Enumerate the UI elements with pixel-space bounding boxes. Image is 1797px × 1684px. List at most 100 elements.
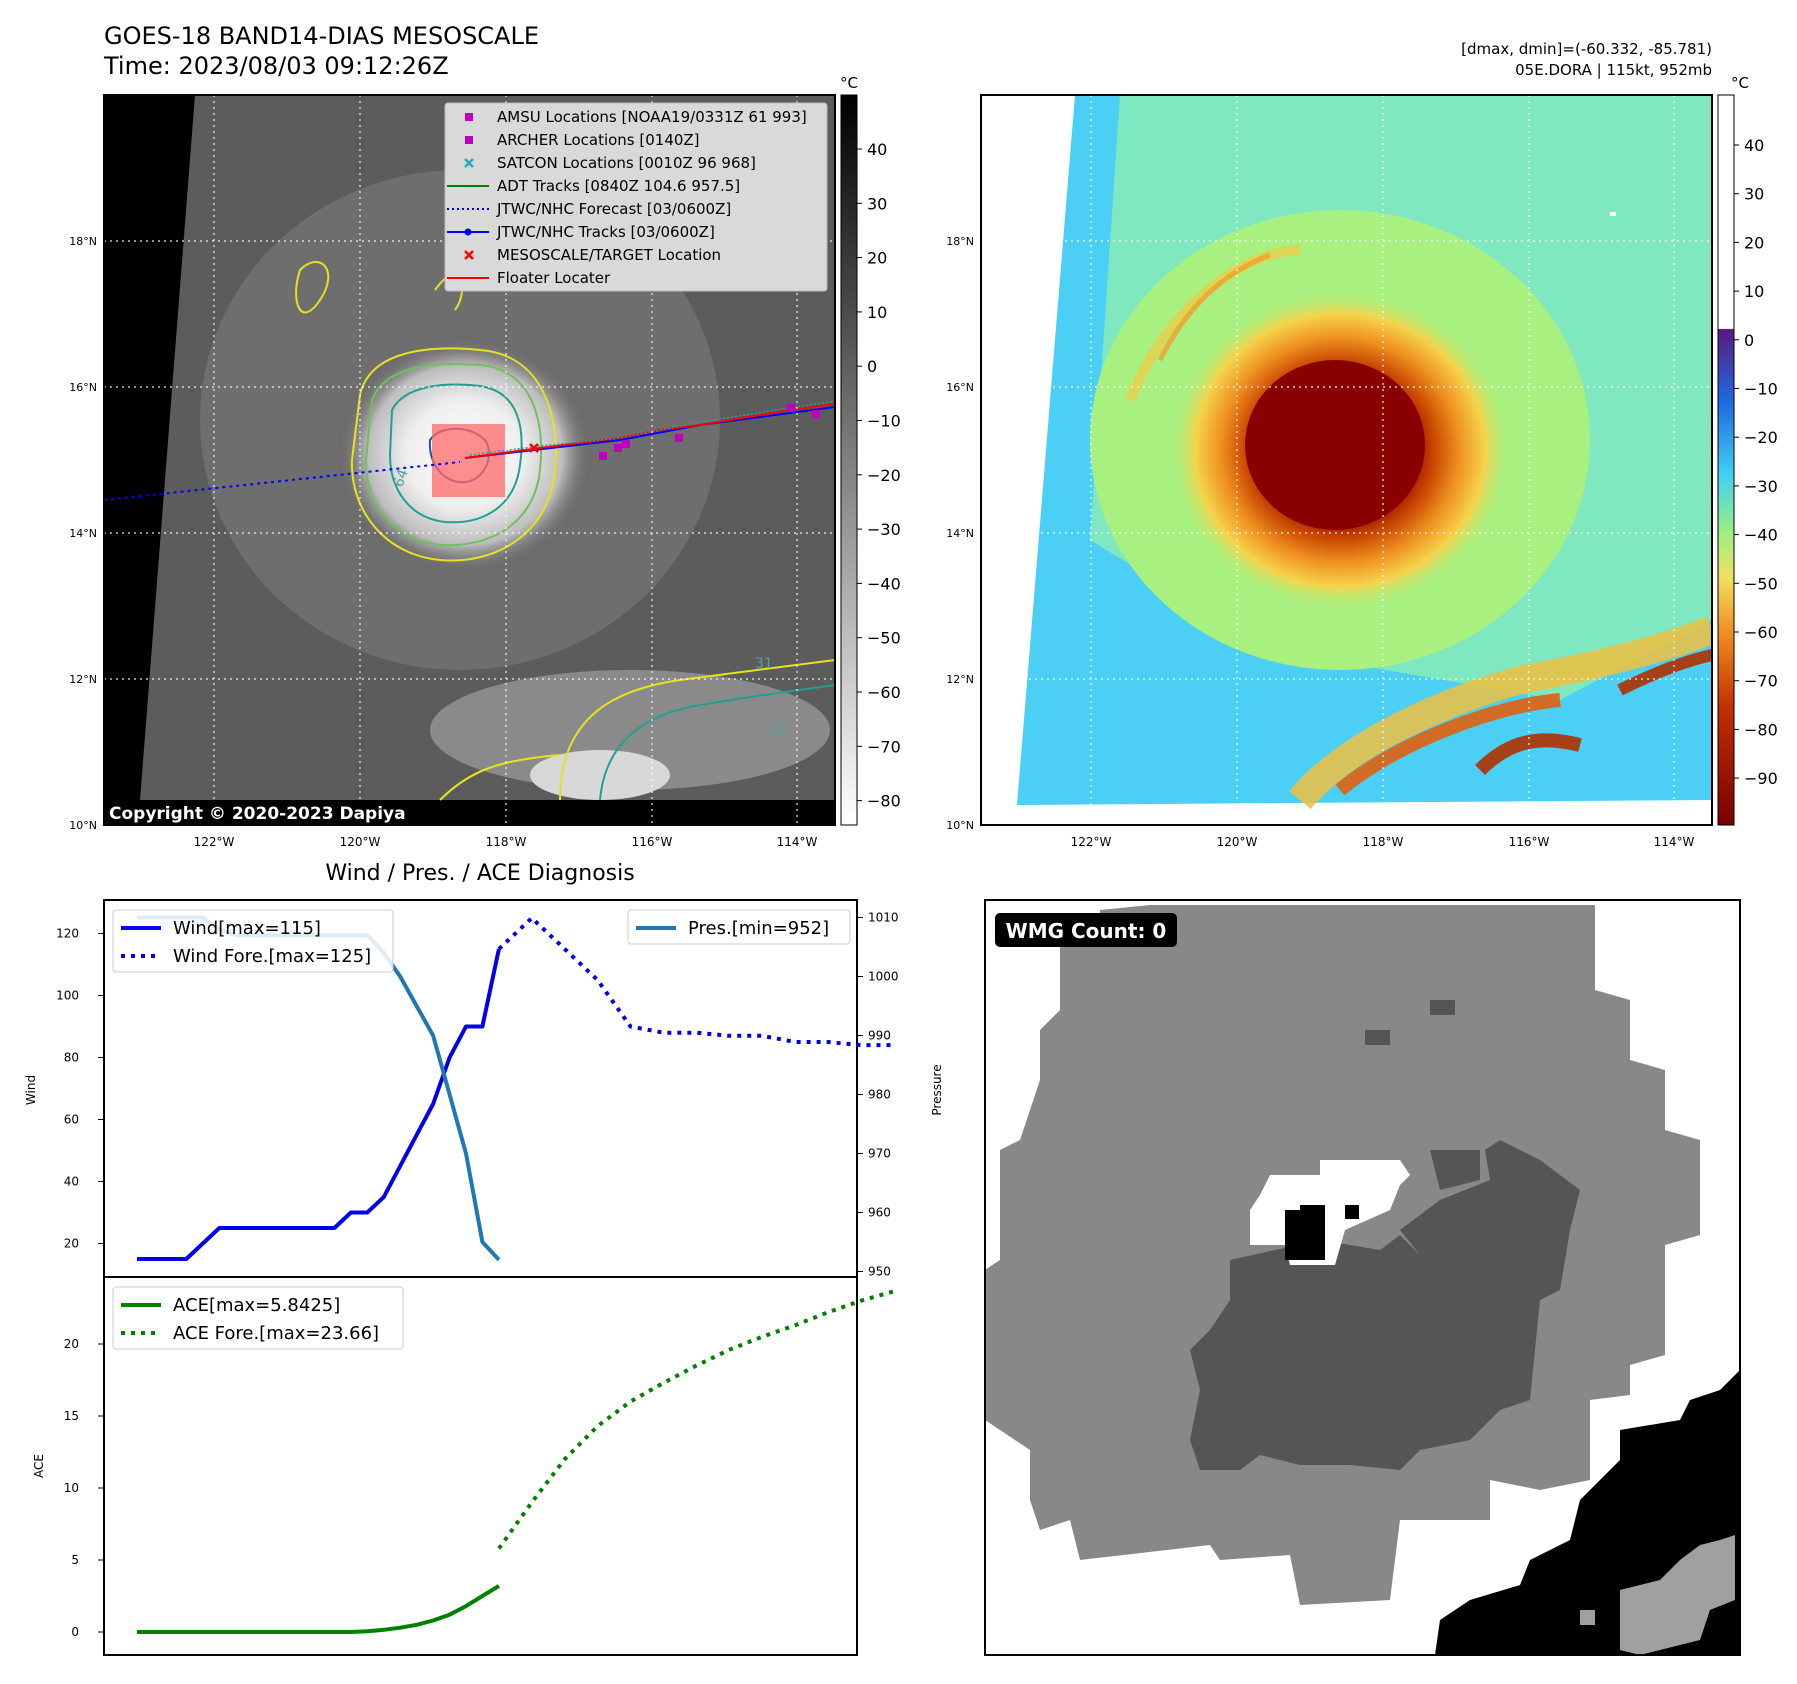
colorbar-tick-label: −60 xyxy=(867,683,901,702)
amsu-markers xyxy=(599,404,820,460)
wind-tick-label: 100 xyxy=(56,989,79,1003)
legend-label: SATCON Locations [0010Z 96 968] xyxy=(497,154,756,172)
diag-legend-label: Pres.[min=952] xyxy=(688,918,829,939)
colorbar-tick-label: 20 xyxy=(1744,233,1764,252)
map1-lat-tick: 14°N xyxy=(69,527,97,540)
colorbar-tick-label: −60 xyxy=(1744,623,1778,642)
map1-lat-tick: 10°N xyxy=(69,819,97,832)
diag-legend-box xyxy=(112,909,394,973)
diag-legend-label: Wind[max=115] xyxy=(173,918,321,939)
colorbar-tick-label: −70 xyxy=(867,737,901,756)
wmg-count-label: WMG Count: 0 xyxy=(1006,919,1167,943)
wind-tick-label: 40 xyxy=(64,1175,79,1189)
colorbar-unit: °C xyxy=(1731,74,1749,92)
map1-lon-tick: 116°W xyxy=(632,835,673,849)
pressure-tick-label: 970 xyxy=(868,1147,891,1161)
map2-axes: 122°W 120°W 118°W 116°W 114°W 18°N 16°N … xyxy=(946,235,1694,849)
map2-lon-tick: 118°W xyxy=(1363,835,1404,849)
map2-lat-tick: 10°N xyxy=(946,819,974,832)
colorbar-tick-label: 40 xyxy=(1744,136,1764,155)
map-legend: AMSU Locations [NOAA19/0331Z 61 993] ARCH… xyxy=(444,102,828,292)
colorbar-tick-label: 0 xyxy=(1744,331,1754,350)
wind-tick-label: 20 xyxy=(64,1237,79,1251)
dmax-dmin-text: [dmax, dmin]=(-60.332, -85.781) xyxy=(1461,40,1712,58)
colorbar-tick-label: −80 xyxy=(867,792,901,811)
legend-label: JTWC/NHC Forecast [03/0600Z] xyxy=(496,200,731,218)
colorbar-tick-label: −70 xyxy=(1744,672,1778,691)
pressure-tick-label: 950 xyxy=(868,1265,891,1279)
pressure-tick-label: 1000 xyxy=(868,970,899,984)
contour-label-64: 64 xyxy=(391,467,412,489)
map1-lon-tick: 114°W xyxy=(777,835,818,849)
colorbar-tick-label: 30 xyxy=(1744,185,1764,204)
colorbar-color: °C 40 30 20 10 0 −10 −20 −30 −40 −50 −60 −70 −80 −90 xyxy=(1717,74,1778,826)
ace-tick-label: 0 xyxy=(71,1625,79,1639)
nhc-track xyxy=(464,406,835,459)
legend-x-marker xyxy=(464,250,474,260)
map2-lon-tick: 114°W xyxy=(1654,835,1695,849)
colorbar-tick-label: −40 xyxy=(1744,526,1778,545)
legend-entry: AMSU Locations [NOAA19/0331Z 61 993] xyxy=(465,108,807,126)
legend-entry: Floater Locater xyxy=(447,269,611,287)
colorbar-tick-label: −20 xyxy=(867,466,901,485)
diag-legend-box xyxy=(627,909,851,945)
figure-time: Time: 2023/08/03 09:12:26Z xyxy=(103,52,449,80)
legend-square-marker xyxy=(465,136,473,144)
colorbar-tick-label: −20 xyxy=(1744,428,1778,447)
legend-label: AMSU Locations [NOAA19/0331Z 61 993] xyxy=(497,108,807,126)
map2-lat-tick: 16°N xyxy=(946,381,974,394)
figure-title: GOES-18 BAND14-DIAS MESOSCALE xyxy=(104,22,539,50)
map1-axes: 122°W 120°W 118°W 116°W 114°W 18°N 16°N … xyxy=(69,235,817,849)
colorbar-tick-label: −50 xyxy=(867,629,901,648)
diag-title: Wind / Pres. / ACE Diagnosis xyxy=(325,861,634,886)
legend-entry: JTWC/NHC Tracks [03/0600Z] xyxy=(447,223,715,241)
legend-entry: SATCON Locations [0010Z 96 968] xyxy=(464,154,756,172)
legend-label: Floater Locater xyxy=(497,269,611,287)
pressure-tick-label: 990 xyxy=(868,1029,891,1043)
legend-square-marker xyxy=(465,113,473,121)
map2-grid xyxy=(981,95,1712,825)
colorbar-tick-label: −30 xyxy=(1744,477,1778,496)
legend-dot-marker xyxy=(464,228,472,236)
diag-legend-label: ACE[max=5.8425] xyxy=(173,1295,340,1316)
diag-legend-box xyxy=(112,1286,404,1350)
colorbar-tick-label: −10 xyxy=(1744,380,1778,399)
colorbar-tick-label: 0 xyxy=(867,357,877,376)
legend-entry: MESOSCALE/TARGET Location xyxy=(464,246,721,264)
ace-tick-label: 15 xyxy=(64,1409,79,1423)
wind-tick-label: 120 xyxy=(56,927,79,941)
ace-tick-label: 10 xyxy=(64,1481,79,1495)
colorbar-tick-label: −30 xyxy=(867,520,901,539)
target-marker xyxy=(529,443,539,453)
map1-lat-tick: 16°N xyxy=(69,381,97,394)
map1-lat-tick: 12°N xyxy=(69,673,97,686)
wind-tick-label: 80 xyxy=(64,1051,79,1065)
storm-info-text: 05E.DORA | 115kt, 952mb xyxy=(1515,61,1712,79)
pressure-tick-label: 980 xyxy=(868,1088,891,1102)
colorbar-tick-label: −50 xyxy=(1744,574,1778,593)
legend-label: MESOSCALE/TARGET Location xyxy=(497,246,721,264)
map-color xyxy=(981,95,1712,825)
colorbar-tick-label: 10 xyxy=(867,303,887,322)
map2-lat-tick: 18°N xyxy=(946,235,974,248)
wind-tick-label: 60 xyxy=(64,1113,79,1127)
legend-entry: ADT Tracks [0840Z 104.6 957.5] xyxy=(447,177,740,195)
mesoscale-target-box xyxy=(432,424,505,497)
pressure-axis-label: Pressure xyxy=(930,1064,944,1115)
map2-lon-tick: 116°W xyxy=(1509,835,1550,849)
legend-label: JTWC/NHC Tracks [03/0600Z] xyxy=(496,223,715,241)
map2-lon-tick: 122°W xyxy=(1071,835,1112,849)
map2-lon-tick: 120°W xyxy=(1217,835,1258,849)
wind-line xyxy=(137,948,501,1261)
colorbar-tick-label: 10 xyxy=(1744,282,1764,301)
colorbar-tick-label: 30 xyxy=(867,194,887,213)
wmg-panel: WMG Count: 0 xyxy=(984,899,1741,1656)
legend-entry: JTWC/NHC Forecast [03/0600Z] xyxy=(447,200,731,218)
colorbar-tick-label: −10 xyxy=(867,412,901,431)
map1-lat-tick: 18°N xyxy=(69,235,97,248)
legend-x-marker xyxy=(464,158,474,168)
colorbar-tick-label: 40 xyxy=(867,140,887,159)
ace-axis-label: ACE xyxy=(32,1454,46,1478)
legend-label: ARCHER Locations [0140Z] xyxy=(497,131,700,149)
